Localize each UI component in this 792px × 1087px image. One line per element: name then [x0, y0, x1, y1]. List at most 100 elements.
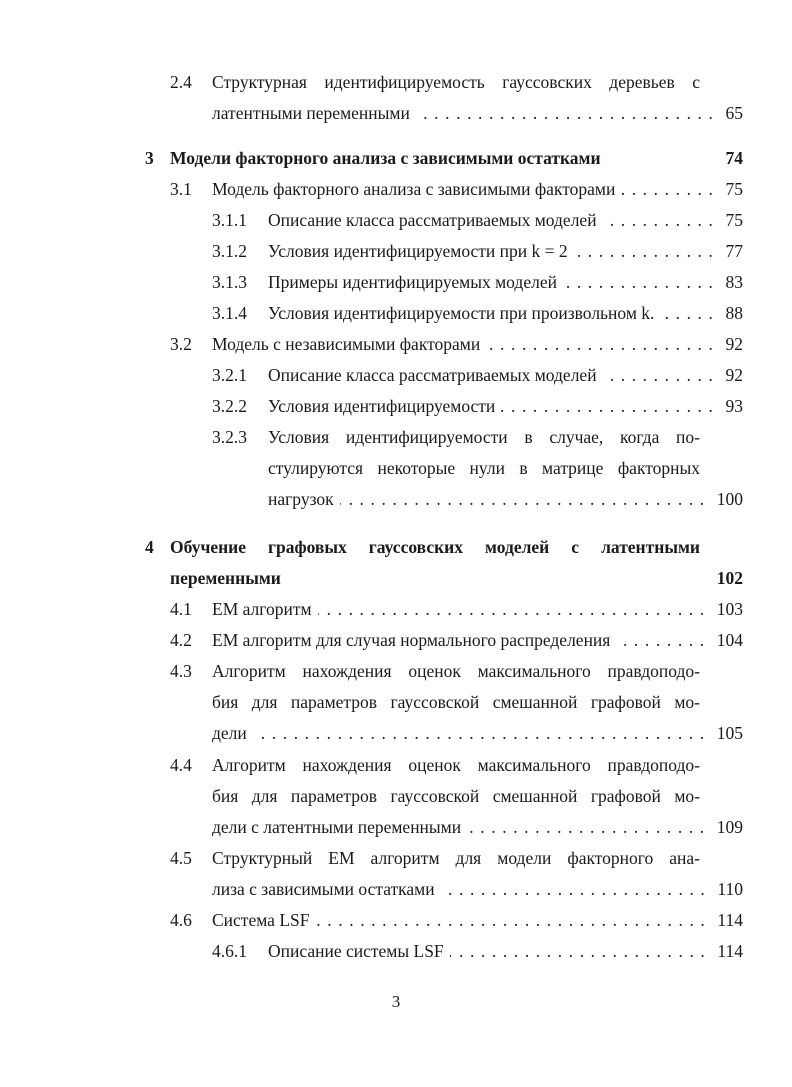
toc-page-number: 102	[716, 568, 743, 588]
toc-entry-title: Описание класса рассматриваемых моделей	[268, 210, 597, 230]
toc-entry-continuation[interactable]: бия для параметров гауссовской смешанной…	[212, 690, 700, 714]
toc-entry-number: 3.1.3	[212, 272, 247, 292]
toc-entry-title: переменными	[170, 568, 281, 588]
dot-leader: ........................................…	[467, 817, 711, 837]
toc-entry-title: дели с латентными переменными	[212, 817, 462, 837]
toc-entry[interactable]: 3.2 Модель с независимыми факторами......…	[170, 332, 743, 356]
toc-entry-number: 3.1.1	[212, 210, 247, 230]
toc-entry[interactable]: 3.1 Модель факторного анализа с зависимым…	[170, 177, 744, 201]
toc-entry[interactable]: 2.4 Структурная идентифицируемость гауссо…	[170, 70, 700, 94]
toc-entry-number: 3.2	[170, 334, 192, 354]
toc-entry-title: Модели факторного анализа с зависимыми о…	[170, 148, 601, 168]
toc-entry[interactable]: 4.4 Алгоритм нахождения оценок максимальн…	[170, 753, 700, 777]
toc-entry-number: 3.1	[170, 179, 192, 199]
toc-entry[interactable]: 3.2.3 Условия идентифицируемости в случае…	[212, 425, 700, 449]
toc-entry[interactable]: 4.5 Структурный EM алгоритм для модели фа…	[170, 846, 700, 870]
toc-entry[interactable]: 4.1 EM алгоритм..........................…	[170, 597, 743, 621]
toc-page-number: 75	[725, 179, 744, 199]
toc-entry-title: Примеры идентифицируемых моделей	[268, 272, 557, 292]
toc-entry[interactable]: 3.1.2 Условия идентифицируемости при k = …	[212, 239, 744, 263]
toc-entry-number: 3.2.3	[212, 427, 247, 447]
dot-leader: ........................................…	[660, 303, 720, 323]
toc-entry[interactable]: 3.1.1 Описание класса рассматриваемых мод…	[212, 208, 744, 232]
toc-entry-number: 4.6.1	[212, 941, 247, 961]
toc-entry[interactable]: 4.6.1 Описание системы LSF...............…	[212, 939, 743, 963]
dot-leader: ........................................…	[318, 599, 711, 619]
toc-entry-continuation[interactable]: дели с латентными переменными...........…	[212, 815, 743, 839]
toc-entry-title: Алгоритм нахождения оценок максимального…	[212, 661, 700, 681]
toc-entry-continuation[interactable]: дели....................................…	[212, 721, 743, 745]
toc-entry[interactable]: 3.2.1 Описание класса рассматриваемых мод…	[212, 363, 744, 387]
toc-entry-title: Модель с независимыми факторами	[212, 334, 481, 354]
toc-entry-title: дели	[212, 723, 247, 743]
dot-leader: ........................................…	[603, 210, 720, 230]
toc-entry[interactable]: 4 Обучение графовых гауссовских моделей с…	[145, 535, 700, 559]
toc-entry-continuation[interactable]: лиза с зависимыми остатками.............…	[212, 877, 743, 901]
toc-entry-number: 3	[145, 148, 154, 168]
toc-entry[interactable]: 3 Модели факторного анализа с зависимыми …	[145, 146, 744, 170]
dot-leader: ........................................…	[563, 272, 720, 292]
toc-entry-number: 3.1.2	[212, 241, 247, 261]
toc-entry-title: Описание класса рассматриваемых моделей	[268, 365, 597, 385]
toc-entry-title: бия для параметров гауссовской смешанной…	[212, 786, 700, 806]
dot-leader: ........................................…	[315, 910, 712, 930]
toc-page-number: 92	[725, 365, 744, 385]
toc-entry[interactable]: 3.1.4 Условия идентифицируемости при прои…	[212, 301, 743, 325]
toc-entry-number: 3.2.2	[212, 396, 247, 416]
toc-entry[interactable]: 4.3 Алгоритм нахождения оценок максимальн…	[170, 659, 700, 683]
toc-page-number: 104	[716, 630, 743, 650]
toc-entry-continuation[interactable]: латентными переменными..................…	[212, 101, 743, 125]
dot-leader: ........................................…	[486, 334, 720, 354]
toc-entry-number: 3.2.1	[212, 365, 247, 385]
toc-entry-title: EM алгоритм для случая нормального распр…	[212, 630, 611, 650]
toc-entry-title: латентными переменными	[212, 103, 410, 123]
toc-entry-number: 4.3	[170, 661, 192, 681]
dot-leader: ........................................…	[574, 241, 720, 261]
toc-page-number: 83	[725, 272, 744, 292]
toc-entry[interactable]: 3.1.3 Примеры идентифицируемых моделей...…	[212, 270, 744, 294]
toc-page-number: 110	[717, 879, 743, 899]
dot-leader: ........................................…	[340, 489, 711, 509]
toc-entry-title: стулируются некоторые нули в матрице фак…	[268, 458, 700, 478]
toc-entry-title: Структурный EM алгоритм для модели факто…	[212, 848, 700, 868]
toc-entry-number: 4.1	[170, 599, 192, 619]
toc-page-number: 100	[716, 489, 743, 509]
toc-entry-continuation[interactable]: стулируются некоторые нули в матрице фак…	[268, 456, 700, 480]
toc-entry-continuation[interactable]: переменными 102	[170, 566, 743, 590]
dot-leader: ........................................…	[603, 365, 720, 385]
toc-page-number: 74	[725, 148, 744, 168]
toc-page-number: 77	[725, 241, 744, 261]
toc-entry-continuation[interactable]: бия для параметров гауссовской смешанной…	[212, 784, 700, 808]
toc-entry-number: 4	[145, 537, 154, 557]
toc-entry-number: 2.4	[170, 72, 192, 92]
toc-entry-title: лиза с зависимыми остатками	[212, 879, 435, 899]
toc-entry-title: Обучение графовых гауссовских моделей с …	[170, 537, 700, 557]
toc-entry-title: Модель факторного анализа с зависимыми ф…	[212, 179, 616, 199]
toc-entry-title: Алгоритм нахождения оценок максимального…	[212, 755, 700, 775]
toc-entry-title: Условия идентифицируемости в случае, ког…	[268, 427, 700, 447]
toc-page-number: 105	[716, 723, 743, 743]
toc-entry-continuation[interactable]: нагрузок................................…	[268, 487, 743, 511]
toc-entry-title: Условия идентифицируемости при k = 2	[268, 241, 568, 261]
toc-entry[interactable]: 4.2 EM алгоритм для случая нормального ра…	[170, 628, 743, 652]
toc-page-number: 93	[725, 396, 744, 416]
toc-entry-title: Описание системы LSF	[268, 941, 444, 961]
dot-leader: ........................................…	[253, 723, 711, 743]
toc-page-number: 75	[725, 210, 744, 230]
toc-entry[interactable]: 4.6 Система LSF..........................…	[170, 908, 743, 932]
toc-page-number: 114	[717, 910, 743, 930]
toc-entry-title: Система LSF	[212, 910, 310, 930]
dot-leader: ........................................…	[616, 630, 711, 650]
toc-entry-title: Структурная идентифицируемость гауссовск…	[212, 72, 700, 92]
toc-entry-number: 4.5	[170, 848, 192, 868]
toc-entry[interactable]: 3.2.2 Условия идентифицируемости.........…	[212, 394, 744, 418]
page-number: 3	[391, 992, 401, 1011]
toc-entry-number: 4.2	[170, 630, 192, 650]
toc-entry-title: бия для параметров гауссовской смешанной…	[212, 692, 700, 712]
dot-leader: ........................................…	[450, 941, 712, 961]
toc-page-number: 114	[717, 941, 743, 961]
toc-page-number: 65	[725, 103, 744, 123]
dot-leader: ........................................…	[501, 396, 720, 416]
toc-page-number: 109	[716, 817, 743, 837]
toc-entry-title: Условия идентифицируемости	[268, 396, 496, 416]
